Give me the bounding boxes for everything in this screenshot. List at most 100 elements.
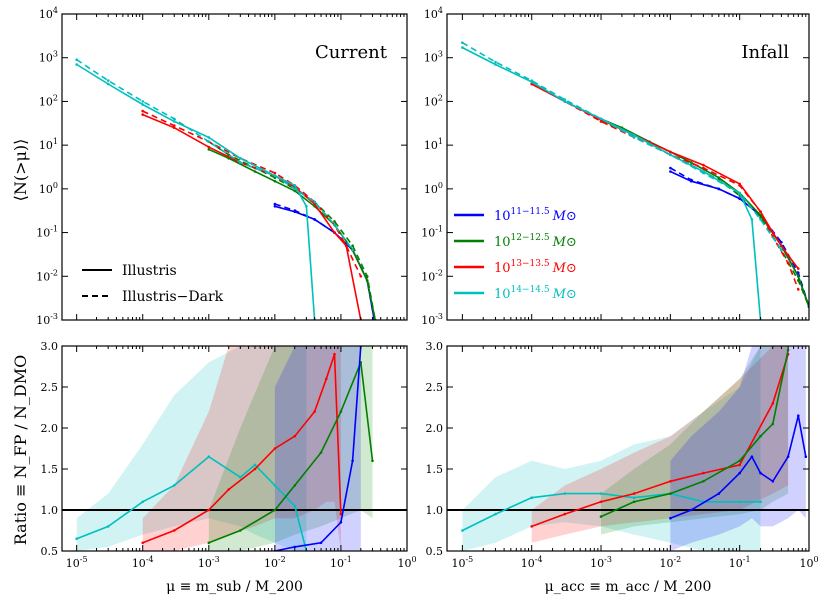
data-point bbox=[319, 541, 323, 545]
data-point bbox=[141, 100, 144, 103]
data-point bbox=[333, 231, 336, 234]
data-point bbox=[293, 545, 297, 549]
data-point bbox=[239, 529, 242, 532]
x-tick-label: 10-2 bbox=[659, 555, 681, 570]
data-point bbox=[371, 459, 374, 463]
y-tick-label: 104 bbox=[39, 6, 58, 21]
x-tick-label: 100 bbox=[799, 555, 818, 570]
data-point bbox=[717, 187, 721, 191]
data-point bbox=[750, 218, 754, 221]
data-point bbox=[172, 124, 176, 127]
x-axis-label: μ_acc ≡ m_acc / M_200 bbox=[545, 579, 712, 595]
x-tick-label: 10-4 bbox=[521, 555, 543, 570]
data-point bbox=[669, 516, 672, 520]
data-point bbox=[632, 136, 636, 139]
panel-top-right: 10-3 10-2 10-1 100 101 102 103 104 Infall 1011−11… bbox=[421, 6, 810, 327]
panel-bottom-right: 10-5 10-4 10-3 10-2 10-1 100 0.5 1.0 1.5 2.0 2.5 3.… bbox=[426, 340, 819, 595]
plot-area bbox=[461, 41, 809, 320]
data-point bbox=[702, 471, 705, 475]
series-line-green bbox=[600, 349, 789, 518]
data-point bbox=[797, 267, 800, 270]
data-point bbox=[293, 209, 297, 212]
x-tick-label: 10-5 bbox=[451, 555, 473, 570]
data-point bbox=[207, 148, 211, 151]
data-point bbox=[771, 231, 775, 234]
data-point bbox=[351, 248, 354, 252]
y-tick-label: 101 bbox=[39, 137, 58, 152]
x-tick-label: 10-3 bbox=[590, 555, 612, 570]
data-point bbox=[530, 496, 533, 500]
data-point bbox=[632, 133, 636, 137]
series-line-10-14-14-5-fp bbox=[76, 63, 316, 320]
band-cyan bbox=[76, 346, 307, 551]
data-point bbox=[207, 136, 211, 139]
data-point bbox=[344, 244, 348, 247]
data-point bbox=[106, 82, 110, 86]
data-point bbox=[797, 279, 800, 282]
panel-bottom-left: 10-5 10-4 10-3 10-2 10-1 100 0.5 1.0 1.5 2.0 2.5 3.… bbox=[41, 340, 417, 595]
data-point bbox=[365, 275, 369, 278]
legend-style-label: Illustris−Dark bbox=[122, 289, 224, 305]
band-green bbox=[601, 346, 789, 535]
data-point bbox=[461, 46, 464, 49]
data-point bbox=[669, 492, 672, 495]
y-tick-label: 100 bbox=[39, 181, 58, 196]
series-line-10-12-12-5-dmo bbox=[600, 120, 809, 308]
data-point bbox=[494, 63, 497, 66]
series-line-10-12-12-5-dmo bbox=[208, 141, 376, 320]
data-point bbox=[530, 79, 533, 82]
y-tick-label: 1.5 bbox=[426, 463, 444, 476]
panel-top-left: 10-3 10-2 10-1 100 101 102 103 104 Current Illust… bbox=[36, 6, 408, 327]
data-point bbox=[172, 529, 176, 532]
data-point bbox=[599, 492, 603, 495]
data-point bbox=[669, 153, 672, 157]
data-point bbox=[702, 166, 705, 170]
data-point bbox=[172, 126, 176, 129]
data-point bbox=[106, 525, 110, 528]
data-point bbox=[333, 352, 336, 356]
panel-title: Infall bbox=[741, 42, 789, 63]
data-point bbox=[351, 459, 354, 463]
data-point bbox=[461, 529, 464, 532]
data-point bbox=[599, 500, 603, 504]
data-point bbox=[239, 157, 242, 160]
data-point bbox=[530, 82, 533, 86]
legend-mass-label: 1011−11.5 M⊙ bbox=[494, 207, 577, 224]
data-point bbox=[141, 103, 144, 106]
data-point bbox=[530, 525, 533, 528]
y-tick-label: 101 bbox=[424, 137, 443, 152]
data-point bbox=[273, 202, 277, 206]
series-line-10-11-11-5-dmo bbox=[670, 167, 809, 308]
band-cyan bbox=[462, 346, 761, 551]
data-point bbox=[797, 275, 800, 278]
data-point bbox=[780, 248, 783, 252]
y-tick-label: 103 bbox=[39, 50, 58, 65]
data-point bbox=[738, 459, 741, 463]
band-green bbox=[208, 346, 373, 551]
series-line-cyan bbox=[76, 455, 308, 551]
data-point bbox=[797, 288, 800, 291]
y-tick-label: 102 bbox=[424, 93, 443, 108]
data-point bbox=[632, 496, 636, 500]
data-point bbox=[759, 210, 762, 213]
series-line-10-14-14-5-dmo bbox=[461, 42, 783, 251]
y-tick-label: 2.5 bbox=[41, 381, 59, 394]
data-point bbox=[689, 178, 693, 182]
data-point bbox=[313, 218, 316, 221]
data-point bbox=[599, 120, 603, 123]
axes-frame bbox=[61, 345, 408, 552]
data-point bbox=[333, 223, 336, 227]
data-point bbox=[738, 191, 741, 195]
data-point bbox=[599, 515, 603, 518]
data-point bbox=[702, 480, 705, 483]
x-tick-label: 100 bbox=[397, 555, 416, 570]
legend-mass: 1011−11.5 M⊙ 1012−12.5 M⊙ 1013−13.5 M⊙ 1014−14… bbox=[454, 207, 577, 302]
data-point bbox=[207, 508, 211, 512]
data-point bbox=[253, 467, 257, 471]
data-point bbox=[771, 402, 775, 405]
y-axis-label-bottom: Ratio ≡ N_FP / N_DMO bbox=[11, 355, 30, 545]
data-point bbox=[669, 150, 672, 154]
data-point bbox=[253, 170, 257, 173]
data-point bbox=[669, 480, 672, 483]
legend-style-label: Illustris bbox=[122, 263, 177, 279]
